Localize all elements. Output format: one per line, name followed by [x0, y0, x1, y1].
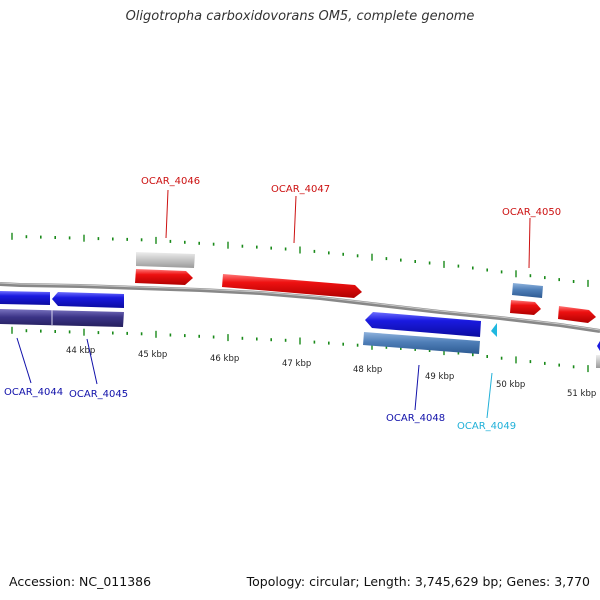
- gene-label-ocar-4048: OCAR_4048: [386, 413, 445, 424]
- tick-label-50kbp: 50 kbp: [496, 380, 525, 390]
- tick-label-49kbp: 49 kbp: [425, 372, 454, 382]
- gene-label-ocar-4050: OCAR_4050: [502, 207, 561, 218]
- gene-label-ocar-4047: OCAR_4047: [271, 184, 330, 195]
- feature-gray-right-edge: [596, 355, 600, 368]
- gene-ocar-4050: [510, 300, 541, 315]
- genome-title: Oligotropha carboxidovorans OM5, complet…: [125, 9, 475, 24]
- tick-label-51kbp: 51 kbp: [567, 389, 596, 399]
- gene-ocar-4045: [52, 292, 124, 308]
- feature-ocar-4050-steelblue: [512, 283, 543, 298]
- feature-ocar-4048-steelblue: [363, 332, 480, 354]
- gene-ocar-4048: [365, 312, 481, 337]
- genome-backbone: [0, 282, 600, 333]
- gene-label-ocar-4046: OCAR_4046: [141, 176, 200, 187]
- gene-ocar-4046: [135, 269, 193, 285]
- reverse-features: [0, 291, 600, 368]
- gene-forward-edge: [558, 306, 596, 323]
- scale-labels: 44 kbp 45 kbp 46 kbp 47 kbp 48 kbp 49 kb…: [66, 346, 596, 399]
- gene-label-ocar-4044: OCAR_4044: [4, 387, 63, 398]
- gene-ocar-4047: [222, 274, 362, 298]
- gene-callouts: OCAR_4046 OCAR_4047 OCAR_4050 OCAR_4044 …: [4, 176, 561, 432]
- tick-label-46kbp: 46 kbp: [210, 354, 239, 364]
- reverse-scale-ticks: [11, 326, 589, 373]
- tick-label-48kbp: 48 kbp: [353, 365, 382, 375]
- accession-text: Accession: NC_011386: [9, 574, 152, 589]
- forward-features: [135, 252, 596, 323]
- feature-ocar-4044-navy: [0, 309, 124, 327]
- tick-label-44kbp: 44 kbp: [66, 346, 95, 356]
- pseudo-feature-gray-forward: [136, 252, 195, 268]
- topology-summary-text: Topology: circular; Length: 3,745,629 bp…: [246, 574, 590, 589]
- tick-label-45kbp: 45 kbp: [138, 350, 167, 360]
- gene-label-ocar-4049: OCAR_4049: [457, 421, 516, 432]
- gene-ocar-4049: [491, 323, 497, 337]
- gene-reverse-right-edge: [597, 341, 600, 351]
- gene-label-ocar-4045: OCAR_4045: [69, 389, 128, 400]
- tick-label-47kbp: 47 kbp: [282, 359, 311, 369]
- gene-ocar-4044: [0, 291, 50, 305]
- backbone-track: [0, 282, 600, 333]
- forward-scale-ticks: [11, 232, 589, 287]
